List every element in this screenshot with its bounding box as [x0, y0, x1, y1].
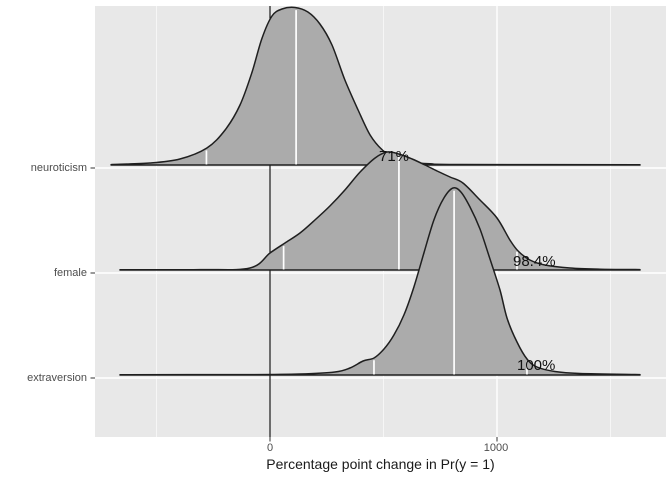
density-extraversion — [119, 187, 641, 376]
x-tick-label-1000: 1000 — [483, 442, 509, 454]
y-axis-label-extraversion: extraversion — [27, 372, 87, 384]
density-female — [119, 151, 641, 271]
annotation-extraversion-probability: 100% — [517, 357, 556, 374]
y-axis-label-neuroticism: neuroticism — [30, 162, 87, 174]
x-axis-title: Percentage point change in Pr(y = 1) — [266, 456, 495, 472]
annotation-neuroticism-probability: 71% — [379, 148, 410, 165]
annotation-female-probability: 98.4% — [513, 253, 556, 270]
y-axis-label-female: female — [53, 267, 87, 279]
x-tick-label-0: 0 — [266, 442, 274, 454]
